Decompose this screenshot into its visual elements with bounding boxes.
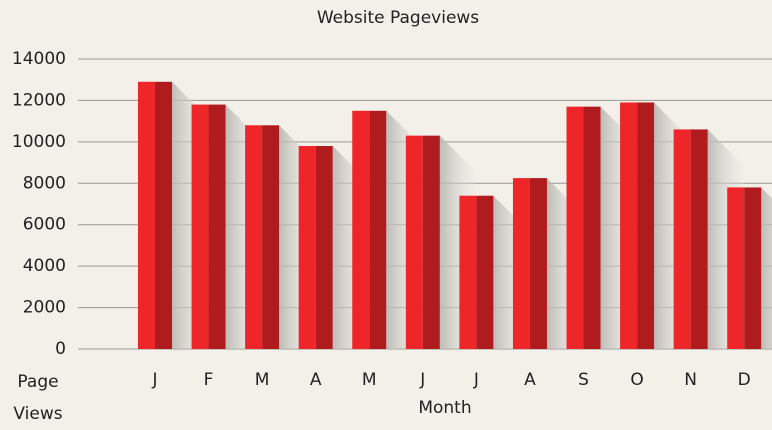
x-tick-label: S	[578, 370, 589, 390]
bar-side	[744, 187, 762, 349]
bar	[727, 187, 745, 349]
x-tick-label: M	[255, 370, 270, 390]
x-axis-label: Month	[418, 398, 471, 418]
bar-side	[369, 110, 387, 350]
bar	[459, 195, 477, 349]
bar-side	[637, 102, 655, 349]
bar-side	[476, 195, 494, 349]
y-tick-label: 6000	[23, 215, 66, 235]
x-tick-label: M	[362, 370, 377, 390]
bar	[512, 178, 530, 349]
bar	[352, 110, 370, 350]
bar-side	[154, 81, 172, 350]
bar	[405, 135, 423, 349]
x-tick-label: A	[524, 370, 536, 390]
bar	[245, 125, 263, 350]
y-axis-label: Page Views	[13, 372, 63, 424]
bar-side	[583, 106, 601, 350]
bar	[566, 106, 584, 350]
x-tick-label: F	[204, 370, 214, 390]
bar-side	[208, 104, 226, 349]
y-tick-label: 2000	[23, 298, 66, 318]
bar	[673, 129, 691, 349]
y-tick-label: 4000	[23, 256, 66, 276]
y-tick-label: 14000	[12, 49, 66, 69]
y-tick-label: 8000	[23, 173, 66, 193]
bar-side	[690, 129, 708, 349]
bar-side	[529, 178, 547, 349]
bar-shadow	[761, 187, 772, 349]
x-tick-label: D	[738, 370, 751, 390]
bar	[298, 146, 316, 349]
x-tick-label: A	[310, 370, 322, 390]
x-tick-label: N	[684, 370, 697, 390]
x-tick-label: O	[630, 370, 643, 390]
x-tick-label: J	[151, 370, 157, 390]
y-tick-label: 10000	[12, 132, 66, 152]
x-tick-label: J	[473, 370, 479, 390]
bar-side	[422, 135, 440, 349]
bar	[137, 81, 155, 350]
x-tick-label: J	[419, 370, 425, 390]
bar-side	[315, 146, 333, 349]
chart: Website Pageviews Month 0 2000 4000 6000 800…	[12, 8, 772, 418]
y-tick-label: 0	[55, 339, 66, 359]
y-tick-label: 12000	[12, 90, 66, 110]
chart-title: Website Pageviews	[317, 8, 479, 28]
bar	[191, 104, 209, 349]
bar-side	[262, 125, 280, 350]
bar	[620, 102, 638, 349]
